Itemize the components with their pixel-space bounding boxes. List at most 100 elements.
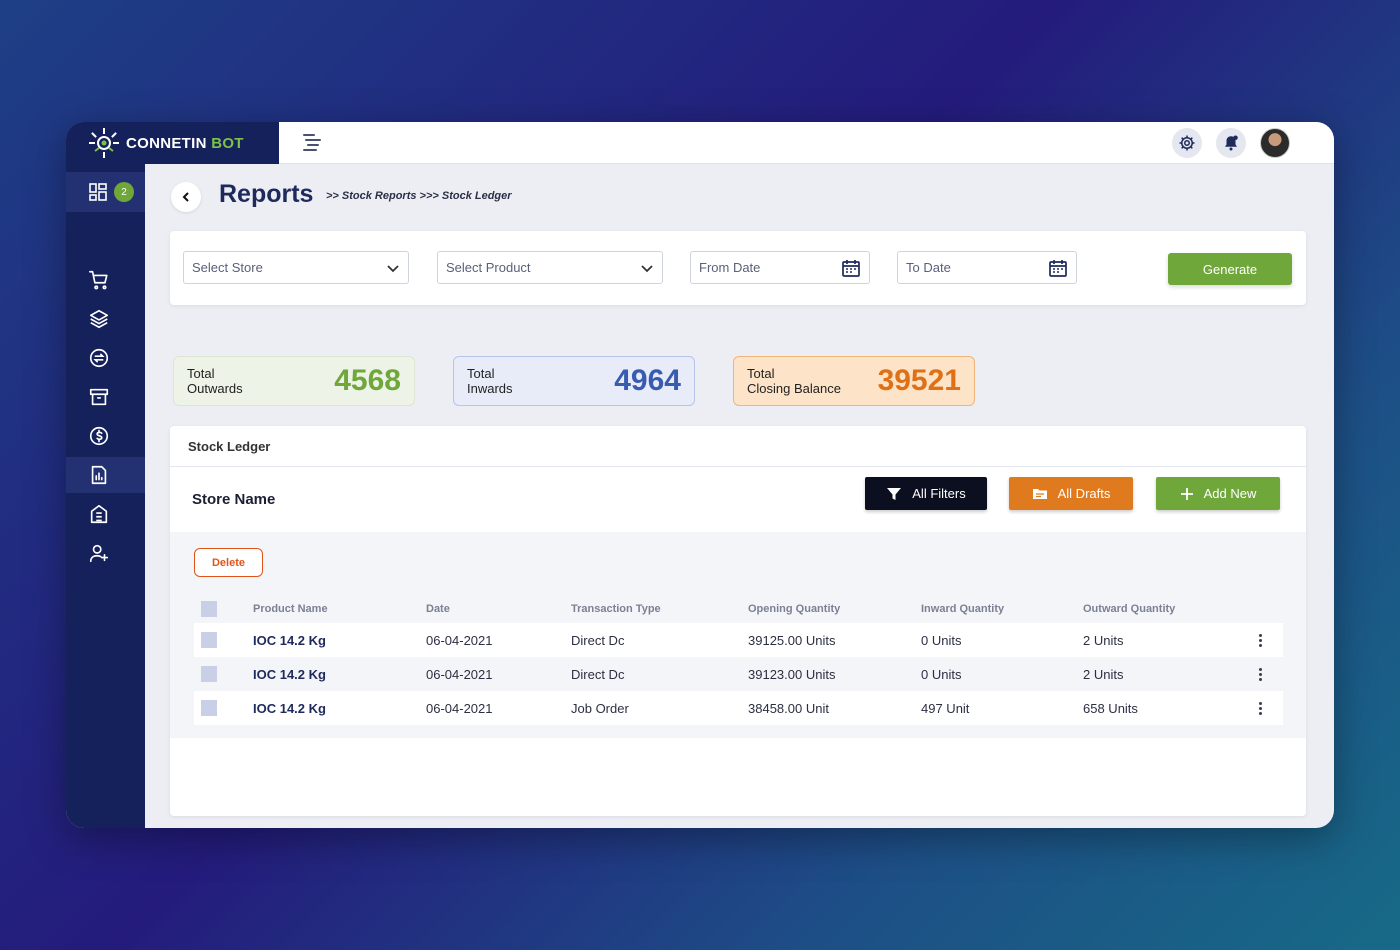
cell-product: IOC 14.2 Kg bbox=[253, 666, 326, 682]
store-select-placeholder: Select Store bbox=[192, 260, 263, 275]
chevron-down-icon bbox=[641, 264, 653, 272]
total-inwards-label: Total Inwards bbox=[467, 366, 513, 396]
notifications-button[interactable] bbox=[1216, 127, 1246, 158]
cell-opening: 38458.00 Unit bbox=[748, 700, 829, 716]
cell-inward: 497 Unit bbox=[921, 700, 970, 716]
total-outwards-label: Total Outwards bbox=[187, 366, 243, 396]
calendar-icon[interactable] bbox=[841, 258, 861, 278]
menu-toggle-icon[interactable] bbox=[303, 133, 321, 152]
cell-date: 06-04-2021 bbox=[426, 700, 493, 716]
total-closing-balance-card: Total Closing Balance 39521 bbox=[733, 356, 975, 406]
sidebar-item-exchange[interactable] bbox=[66, 340, 145, 376]
row-menu-icon[interactable] bbox=[1259, 701, 1263, 715]
col-inward-quantity: Inward Quantity bbox=[921, 603, 1005, 615]
stock-ledger-panel: Stock Ledger Store Name All Filters All … bbox=[170, 426, 1306, 816]
table-row[interactable]: IOC 14.2 Kg 06-04-2021 Job Order 38458.0… bbox=[194, 691, 1283, 725]
select-all-checkbox[interactable] bbox=[201, 601, 217, 617]
col-opening-quantity: Opening Quantity bbox=[748, 603, 841, 615]
row-menu-icon[interactable] bbox=[1259, 667, 1263, 681]
add-new-button[interactable]: Add New bbox=[1156, 477, 1280, 510]
sidebar-item-archive[interactable] bbox=[66, 379, 145, 415]
cell-type: Direct Dc bbox=[571, 666, 625, 682]
top-actions bbox=[1172, 127, 1290, 158]
back-button[interactable] bbox=[171, 182, 201, 212]
row-checkbox[interactable] bbox=[201, 632, 217, 648]
row-checkbox[interactable] bbox=[201, 700, 217, 716]
cell-outward: 2 Units bbox=[1083, 632, 1124, 648]
notification-count-badge: 2 bbox=[114, 182, 134, 202]
calendar-icon[interactable] bbox=[1048, 258, 1068, 278]
bell-icon bbox=[1225, 135, 1238, 150]
cell-product: IOC 14.2 Kg bbox=[253, 700, 326, 716]
filter-icon bbox=[887, 487, 902, 500]
settings-button[interactable] bbox=[1172, 127, 1202, 158]
row-menu-icon[interactable] bbox=[1259, 633, 1263, 647]
plus-icon bbox=[1180, 487, 1193, 500]
col-product-name: Product Name bbox=[253, 603, 328, 615]
cart-icon bbox=[89, 270, 108, 290]
generate-button[interactable]: Generate bbox=[1168, 253, 1292, 285]
ledger-toolbar: Store Name All Filters All Drafts Add Ne… bbox=[170, 467, 1306, 531]
breadcrumb: >> Stock Reports >>> Stock Ledger bbox=[326, 190, 512, 202]
delete-button[interactable]: Delete bbox=[194, 548, 263, 577]
currency-icon bbox=[89, 426, 109, 446]
sidebar-item-add-user[interactable] bbox=[66, 535, 145, 571]
sidebar-item-cart[interactable] bbox=[66, 262, 145, 298]
row-checkbox[interactable] bbox=[201, 666, 217, 682]
to-date-input[interactable]: To Date bbox=[897, 251, 1077, 284]
table-header: Product Name Date Transaction Type Openi… bbox=[194, 596, 1283, 622]
all-drafts-button[interactable]: All Drafts bbox=[1009, 477, 1133, 510]
brand-logo[interactable]: CONNETIN BOT bbox=[66, 122, 279, 164]
total-outwards-card: Total Outwards 4568 bbox=[173, 356, 415, 406]
sidebar-item-currency[interactable] bbox=[66, 418, 145, 454]
add-user-icon bbox=[89, 544, 109, 563]
building-icon bbox=[90, 504, 108, 524]
chevron-left-icon bbox=[182, 192, 189, 202]
dashboard-icon bbox=[89, 183, 107, 201]
user-avatar[interactable] bbox=[1260, 127, 1290, 158]
cell-opening: 39123.00 Units bbox=[748, 666, 836, 682]
cell-product: IOC 14.2 Kg bbox=[253, 632, 326, 648]
main-content: Reports >> Stock Reports >>> Stock Ledge… bbox=[145, 164, 1334, 828]
folder-icon bbox=[1032, 488, 1047, 499]
table-row[interactable]: IOC 14.2 Kg 06-04-2021 Direct Dc 39123.0… bbox=[194, 657, 1283, 691]
exchange-icon bbox=[89, 348, 109, 368]
layers-icon bbox=[89, 309, 109, 329]
ledger-table: Delete Product Name Date Transaction Typ… bbox=[170, 532, 1306, 738]
from-date-placeholder: From Date bbox=[699, 260, 761, 275]
total-closing-balance-value: 39521 bbox=[877, 364, 961, 397]
sidebar: 2 bbox=[66, 122, 145, 828]
store-name-label: Store Name bbox=[192, 490, 276, 508]
cell-type: Job Order bbox=[571, 700, 629, 716]
col-outward-quantity: Outward Quantity bbox=[1083, 603, 1176, 615]
cell-outward: 658 Units bbox=[1083, 700, 1138, 716]
to-date-placeholder: To Date bbox=[906, 260, 951, 275]
product-select[interactable]: Select Product bbox=[437, 251, 663, 284]
col-date: Date bbox=[426, 603, 450, 615]
top-bar bbox=[279, 122, 1334, 164]
chevron-down-icon bbox=[387, 264, 399, 272]
all-filters-button[interactable]: All Filters bbox=[865, 477, 987, 510]
archive-icon bbox=[89, 388, 109, 406]
logo-icon bbox=[89, 128, 119, 158]
app-window: 2 bbox=[66, 122, 1334, 828]
page-title: Reports bbox=[219, 180, 314, 208]
cell-outward: 2 Units bbox=[1083, 666, 1124, 682]
ledger-title: Stock Ledger bbox=[170, 426, 1306, 467]
total-outwards-value: 4568 bbox=[334, 364, 401, 397]
sidebar-item-layers[interactable] bbox=[66, 301, 145, 337]
table-row[interactable]: IOC 14.2 Kg 06-04-2021 Direct Dc 39125.0… bbox=[194, 623, 1283, 657]
brand-name: CONNETIN BOT bbox=[126, 134, 244, 152]
cell-date: 06-04-2021 bbox=[426, 632, 493, 648]
cell-inward: 0 Units bbox=[921, 666, 962, 682]
store-select[interactable]: Select Store bbox=[183, 251, 409, 284]
from-date-input[interactable]: From Date bbox=[690, 251, 870, 284]
cell-opening: 39125.00 Units bbox=[748, 632, 836, 648]
sidebar-item-building[interactable] bbox=[66, 496, 145, 532]
sidebar-item-reports[interactable] bbox=[66, 457, 145, 493]
report-icon bbox=[91, 465, 107, 485]
col-transaction-type: Transaction Type bbox=[571, 603, 661, 615]
sidebar-item-dashboard[interactable]: 2 bbox=[66, 172, 145, 212]
cell-inward: 0 Units bbox=[921, 632, 962, 648]
total-inwards-value: 4964 bbox=[614, 364, 681, 397]
